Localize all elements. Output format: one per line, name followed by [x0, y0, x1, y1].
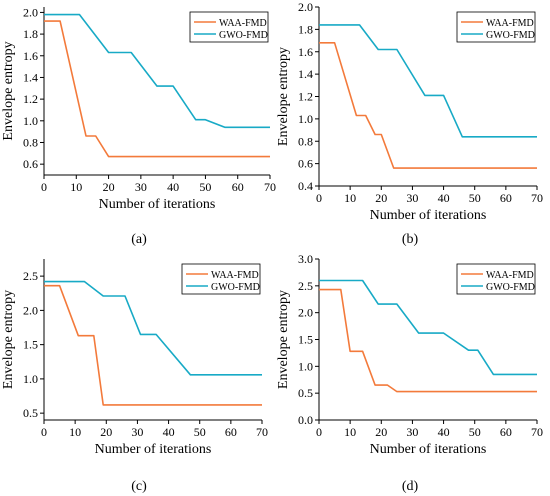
series-line-gwo-fmd: [319, 279, 537, 376]
y-axis-label: Envelope entropy: [1, 41, 16, 140]
y-tick-label: 1.0: [23, 114, 38, 128]
legend-label: GWO-FMD: [211, 282, 260, 293]
y-tick-label: 0.8: [23, 135, 38, 149]
x-tick-label: 50: [469, 191, 481, 205]
series-line-waa-fmd: [44, 284, 262, 406]
panel-label: (c): [131, 479, 147, 494]
y-tick-label: 0.5: [298, 386, 313, 400]
x-tick-label: 40: [163, 425, 175, 439]
x-tick-label: 70: [264, 180, 276, 194]
x-tick-label: 10: [344, 425, 356, 439]
y-tick-label: 0.5: [23, 406, 38, 420]
x-tick-label: 20: [375, 191, 387, 205]
y-tick-label: 0.4: [298, 179, 313, 193]
x-tick-label: 20: [103, 180, 115, 194]
series-line-gwo-fmd: [44, 13, 270, 129]
y-tick-label: 1.0: [298, 359, 313, 373]
legend-box: [456, 11, 536, 43]
y-tick-label: 1.4: [23, 70, 38, 84]
x-tick-label: 20: [375, 425, 387, 439]
y-tick-label: 0.6: [23, 157, 38, 171]
x-tick-label: 30: [135, 180, 147, 194]
y-tick-label: 0.6: [298, 157, 313, 171]
x-tick-label: 40: [438, 425, 450, 439]
y-axis-label: Envelope entropy: [1, 290, 16, 389]
x-tick-label: 60: [500, 191, 512, 205]
y-tick-label: 1.8: [23, 27, 38, 41]
y-tick-label: 3.0: [298, 252, 313, 266]
y-axis-label: Envelope entropy: [276, 47, 291, 146]
x-axis-label: Number of iterations: [95, 442, 212, 457]
chart-panel-c: 0 10 20 30 40 50 60 70 0.5 1.0 1.5 2.0 2.5 Number of …: [1, 259, 268, 494]
legend-label: GWO-FMD: [219, 30, 268, 41]
y-axis-label: Envelope entropy: [276, 290, 291, 389]
legend-box: [456, 263, 536, 295]
x-tick-label: 10: [69, 425, 81, 439]
x-tick-label: 60: [225, 425, 237, 439]
x-tick-label: 10: [344, 191, 356, 205]
panel-label: (d): [402, 479, 419, 494]
series-line-gwo-fmd: [44, 280, 262, 376]
x-tick-label: 50: [194, 425, 206, 439]
legend-label: WAA-FMD: [219, 18, 267, 29]
y-tick-label: 1.0: [298, 112, 313, 126]
x-axis-label: Number of iterations: [99, 197, 216, 212]
x-tick-label: 60: [232, 180, 244, 194]
x-tick-label: 50: [469, 425, 481, 439]
chart-panel-b: 0 10 20 30 40 50 60 70 0.4 0.6 0.8 1.0 1.2 1.4 1.6 1.8 2…: [276, 0, 543, 247]
y-tick-label: 1.2: [298, 90, 313, 104]
y-tick-label: 1.5: [298, 333, 313, 347]
panel-label: (b): [402, 232, 419, 247]
y-tick-label: 2.5: [298, 279, 313, 293]
x-tick-label: 30: [406, 425, 418, 439]
x-tick-label: 30: [406, 191, 418, 205]
series-line-waa-fmd: [44, 20, 270, 158]
y-tick-label: 2.0: [23, 303, 38, 317]
legend-label: WAA-FMD: [486, 18, 534, 29]
panel-label: (a): [131, 232, 147, 247]
x-tick-label: 10: [70, 180, 82, 194]
x-tick-label: 50: [199, 180, 211, 194]
x-tick-label: 0: [41, 180, 47, 194]
x-tick-label: 70: [531, 191, 543, 205]
x-axis-label: Number of iterations: [370, 208, 487, 223]
x-tick-label: 20: [100, 425, 112, 439]
x-tick-label: 30: [131, 425, 143, 439]
y-tick-label: 1.6: [23, 49, 38, 63]
x-tick-label: 40: [438, 191, 450, 205]
legend-box: [181, 263, 261, 295]
x-tick-label: 0: [41, 425, 47, 439]
x-tick-label: 0: [316, 425, 322, 439]
legend-box: [189, 11, 269, 43]
y-tick-label: 1.0: [23, 372, 38, 386]
chart-panel-a: 0 10 20 30 40 50 60 70 0.6 0.8 1.0 1.2 1.4 1.6 1.8 2.0 N…: [1, 5, 276, 247]
series-line-waa-fmd: [319, 41, 537, 169]
legend-label: GWO-FMD: [486, 282, 535, 293]
y-tick-label: 2.0: [23, 5, 38, 19]
series-line-waa-fmd: [319, 288, 537, 393]
y-tick-label: 2.0: [298, 0, 313, 14]
y-tick-label: 1.5: [23, 338, 38, 352]
x-tick-label: 70: [256, 425, 268, 439]
x-tick-label: 40: [167, 180, 179, 194]
y-tick-label: 1.8: [298, 22, 313, 36]
y-tick-label: 1.6: [298, 45, 313, 59]
y-tick-label: 1.2: [23, 92, 38, 106]
x-tick-label: 0: [316, 191, 322, 205]
legend-label: GWO-FMD: [486, 30, 535, 41]
y-tick-label: 0.0: [298, 413, 313, 427]
series-line-gwo-fmd: [319, 24, 537, 138]
x-tick-label: 60: [500, 425, 512, 439]
legend-label: WAA-FMD: [486, 270, 534, 281]
y-tick-label: 0.8: [298, 134, 313, 148]
y-tick-label: 2.0: [298, 306, 313, 320]
legend-label: WAA-FMD: [211, 270, 259, 281]
y-tick-label: 1.4: [298, 67, 313, 81]
chart-panel-d: 0 10 20 30 40 50 60 70 0.0 0.5 1.0 1.5 2.0 2.5 3.0 Numb…: [276, 252, 543, 494]
x-tick-label: 70: [531, 425, 543, 439]
y-tick-label: 2.5: [23, 269, 38, 283]
x-axis-label: Number of iterations: [370, 442, 487, 457]
